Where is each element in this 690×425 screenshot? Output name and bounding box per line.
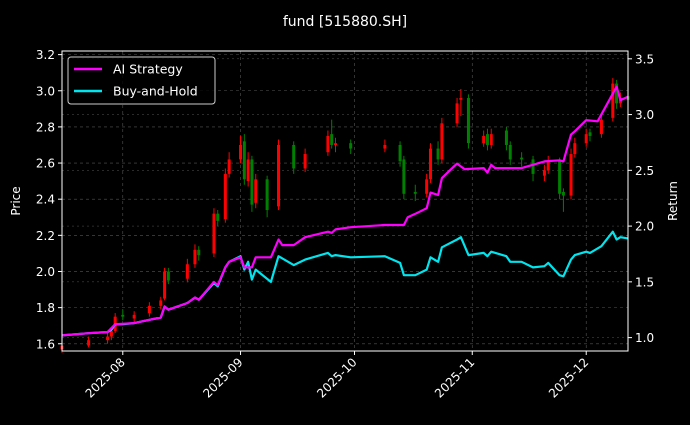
candle-body bbox=[531, 159, 535, 174]
candle-body bbox=[334, 143, 338, 145]
y-tick-label-right: 3.0 bbox=[635, 108, 654, 122]
y-tick-label-left: 2.2 bbox=[36, 229, 55, 243]
series-lines bbox=[61, 85, 629, 337]
y-tick-label-left: 2.6 bbox=[36, 157, 55, 171]
candle-body bbox=[132, 314, 136, 319]
candle-body bbox=[425, 179, 429, 194]
legend-box bbox=[67, 56, 216, 105]
candle-body bbox=[212, 213, 216, 254]
y-tick-label-left: 2.0 bbox=[36, 265, 55, 279]
candle-body bbox=[159, 300, 163, 306]
candle-body bbox=[250, 159, 254, 205]
y-tick-label-left: 3.0 bbox=[36, 84, 55, 98]
y-tick-label-right: 2.0 bbox=[635, 220, 654, 234]
candle-body bbox=[413, 191, 417, 194]
candle-body bbox=[558, 161, 562, 194]
candle-body bbox=[573, 143, 577, 155]
candle-body bbox=[615, 83, 619, 104]
candle-body bbox=[227, 159, 231, 174]
y-tick-label-right: 1.5 bbox=[635, 275, 654, 289]
candle-body bbox=[277, 144, 281, 207]
y-tick-label-left: 2.4 bbox=[36, 193, 55, 207]
candle-body bbox=[436, 148, 440, 160]
candle-body bbox=[246, 159, 250, 182]
candle-body bbox=[542, 170, 546, 176]
y-tick-label-left: 3.2 bbox=[36, 48, 55, 62]
candle-body bbox=[402, 159, 406, 194]
legend-label-ai-strategy: AI Strategy bbox=[113, 62, 183, 77]
candle-body bbox=[223, 173, 227, 220]
candle-body bbox=[216, 213, 220, 221]
y-tick-label-right: 3.5 bbox=[635, 52, 654, 66]
candle-body bbox=[561, 191, 565, 196]
candle-body bbox=[489, 134, 493, 145]
candle-body bbox=[303, 154, 307, 169]
candle-body bbox=[455, 103, 459, 124]
axes: 2025-08 2025-09 2025-10 2025-11 2025-121.61.… bbox=[36, 48, 654, 400]
candle-body bbox=[520, 157, 524, 160]
candle-body bbox=[185, 264, 189, 279]
candle-body bbox=[109, 331, 113, 337]
y-tick-label-left: 2.8 bbox=[36, 120, 55, 134]
y-tick-label-left: 1.8 bbox=[36, 301, 55, 315]
line-ai-strategy bbox=[61, 85, 629, 337]
candle-body bbox=[326, 135, 330, 153]
candle-body bbox=[239, 144, 243, 160]
candle-body bbox=[147, 305, 151, 314]
candle-body bbox=[611, 83, 615, 118]
candle-body bbox=[163, 271, 167, 299]
y-axis-right-label: Return bbox=[666, 181, 680, 221]
candle-body bbox=[166, 271, 170, 281]
candle-body bbox=[383, 144, 387, 149]
candle-body bbox=[197, 249, 201, 256]
candle-body bbox=[242, 141, 246, 180]
legend-label-buy-and-hold: Buy-and-Hold bbox=[113, 84, 198, 99]
candle-body bbox=[482, 135, 486, 144]
plot-frame bbox=[61, 50, 629, 352]
y-tick-label-left: 1.6 bbox=[36, 337, 55, 351]
y-tick-label-right: 1.0 bbox=[635, 331, 654, 345]
candle-body bbox=[87, 340, 91, 346]
candle-body bbox=[588, 132, 592, 136]
legend: AI Strategy Buy-and-Hold bbox=[67, 56, 216, 105]
candle-body bbox=[459, 97, 463, 100]
y-axis-left-label: Price bbox=[9, 186, 23, 215]
candle-body bbox=[546, 161, 550, 171]
candle-body bbox=[440, 123, 444, 160]
candle-body bbox=[428, 148, 432, 180]
candle-body bbox=[265, 179, 269, 211]
grid bbox=[62, 51, 628, 351]
candle-body bbox=[349, 143, 353, 149]
candle-body bbox=[485, 134, 489, 145]
candle-body bbox=[254, 179, 258, 203]
candle-body bbox=[330, 134, 334, 145]
candle-body bbox=[508, 144, 512, 160]
candle-body bbox=[569, 154, 573, 196]
chart-title: fund [515880.SH] bbox=[283, 14, 407, 30]
candle-body bbox=[466, 97, 470, 144]
y-tick-label-right: 2.5 bbox=[635, 164, 654, 178]
candle-body bbox=[584, 134, 588, 144]
candle-body bbox=[504, 130, 508, 145]
candle-body bbox=[106, 336, 110, 341]
candle-body bbox=[398, 144, 402, 162]
candle-body bbox=[599, 119, 603, 135]
candle-body bbox=[193, 249, 197, 265]
candle-body bbox=[121, 314, 125, 317]
candle-body bbox=[292, 144, 296, 169]
